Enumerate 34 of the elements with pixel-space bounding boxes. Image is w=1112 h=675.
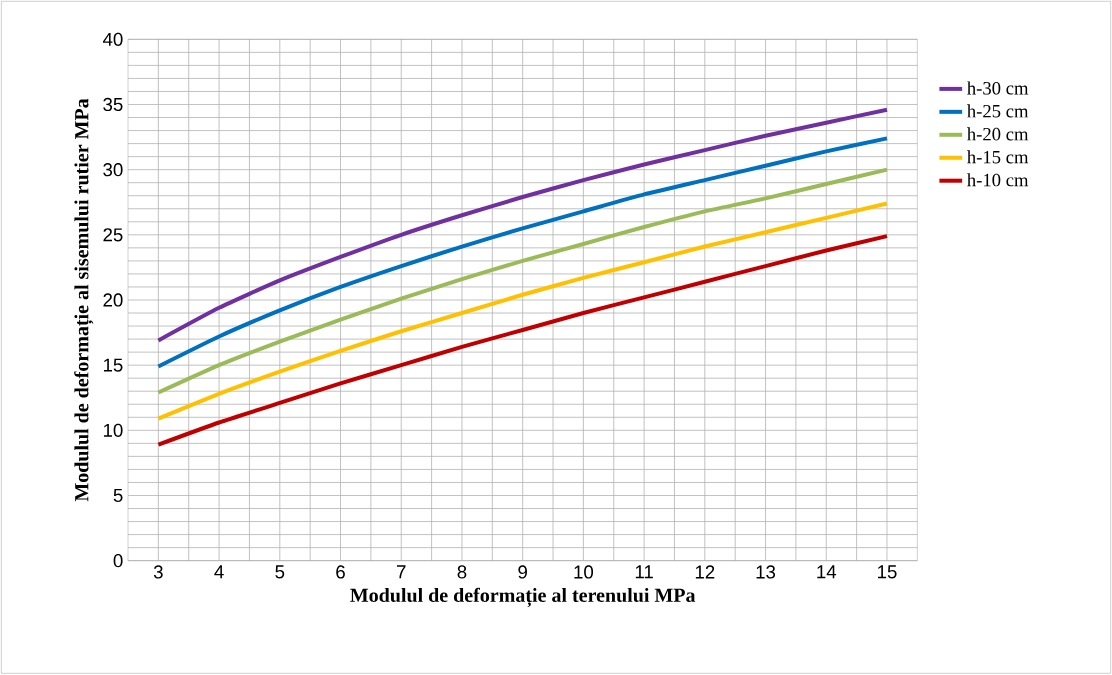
x-tick-label: 4 — [214, 565, 224, 579]
x-tick-label: 15 — [878, 565, 897, 579]
y-tick-label: 40 — [102, 32, 123, 47]
legend-label: h-15 cm — [967, 150, 1029, 164]
legend-label: h-30 cm — [967, 81, 1029, 95]
x-tick-label: 11 — [635, 565, 653, 579]
line-series — [156, 234, 889, 447]
line-series — [156, 107, 889, 343]
x-tick-label: 12 — [695, 565, 715, 579]
x-tick-label: 14 — [817, 565, 837, 579]
legend-label: h-20 cm — [967, 127, 1029, 141]
x-tick-label: 7 — [397, 565, 406, 579]
x-tick-label: 6 — [336, 565, 345, 579]
line-series — [156, 167, 889, 395]
y-tick-label: 30 — [103, 163, 123, 177]
legend-label: h-10 cm — [967, 173, 1029, 187]
x-tick-label: 10 — [574, 565, 594, 579]
y-tick-label: 35 — [103, 98, 123, 112]
y-tick-label: 15 — [103, 358, 123, 372]
y-tick-label: 25 — [103, 228, 123, 242]
x-tick-label: 3 — [153, 565, 163, 579]
x-tick-label: 5 — [275, 565, 285, 579]
legend-label: h-25 cm — [967, 104, 1029, 118]
line-series — [156, 136, 889, 369]
x-tick-label: 9 — [518, 565, 527, 579]
x-axis-title: Modulul de deformație al terenului MPa — [350, 587, 696, 608]
y-axis-title: Modulul de deformație al sisemului rutier MPa — [74, 98, 94, 502]
y-tick-label: 0 — [113, 554, 123, 568]
line-series — [156, 201, 889, 421]
x-tick-label: 8 — [457, 565, 467, 579]
y-tick-label: 20 — [103, 293, 123, 307]
y-tick-label: 10 — [103, 423, 123, 438]
x-tick-label: 13 — [756, 565, 776, 579]
y-tick-label: 5 — [113, 489, 123, 503]
